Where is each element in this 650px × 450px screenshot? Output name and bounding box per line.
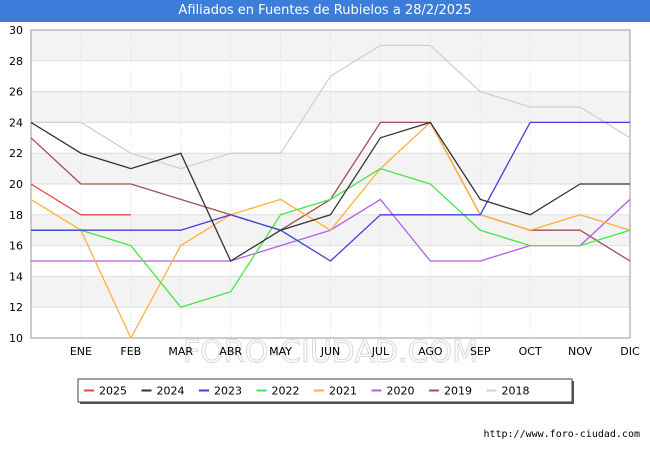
watermark-text: FORO-CIUDAD.COM [183,335,478,370]
y-tick-label: 30 [9,24,23,37]
series-line-2023 [31,121,630,262]
x-tick-label: FEB [120,345,141,358]
chart-title: Afiliados en Fuentes de Rubielos a 28/2/… [0,0,650,22]
y-tick-label: 26 [9,86,23,99]
legend-label-2022: 2022 [272,385,300,398]
source-url[interactable]: http://www.foro-ciudad.com [483,429,640,440]
x-tick-label: DIC [620,345,640,358]
x-tick-label: JUL [371,345,390,358]
y-tick-label: 28 [9,55,23,68]
y-tick-label: 20 [9,178,23,191]
x-tick-label: OCT [519,345,542,358]
y-tick-label: 10 [9,332,23,345]
series-line-2025 [30,183,131,216]
y-tick-label: 12 [9,301,23,314]
legend-label-2021: 2021 [329,385,357,398]
series-line-2021 [30,121,631,339]
x-tick-label: NOV [568,345,593,358]
y-tick-label: 18 [9,209,23,222]
y-tick-label: 22 [9,147,23,160]
x-tick-label: MAY [269,345,292,358]
legend-label-2023: 2023 [214,385,242,398]
legend-box [77,378,573,403]
x-tick-label: MAR [168,345,193,358]
legend-label-2019: 2019 [444,385,472,398]
x-tick-label: AGO [418,345,443,358]
x-tick-label: SEP [470,345,491,358]
series-line-2024 [30,121,630,262]
y-tick-label: 14 [9,270,23,283]
x-tick-label: JUN [320,345,341,358]
series-line-2022 [31,167,631,308]
legend-label-2025: 2025 [99,385,127,398]
y-tick-label: 16 [9,240,23,253]
legend-label-2018: 2018 [502,385,530,398]
legend-label-2020: 2020 [387,385,415,398]
x-tick-label: ABR [219,345,242,358]
y-tick-label: 24 [9,116,23,129]
series-line-2018 [31,44,631,170]
legend-label-2024: 2024 [157,385,185,398]
x-tick-label: ENE [70,345,92,358]
